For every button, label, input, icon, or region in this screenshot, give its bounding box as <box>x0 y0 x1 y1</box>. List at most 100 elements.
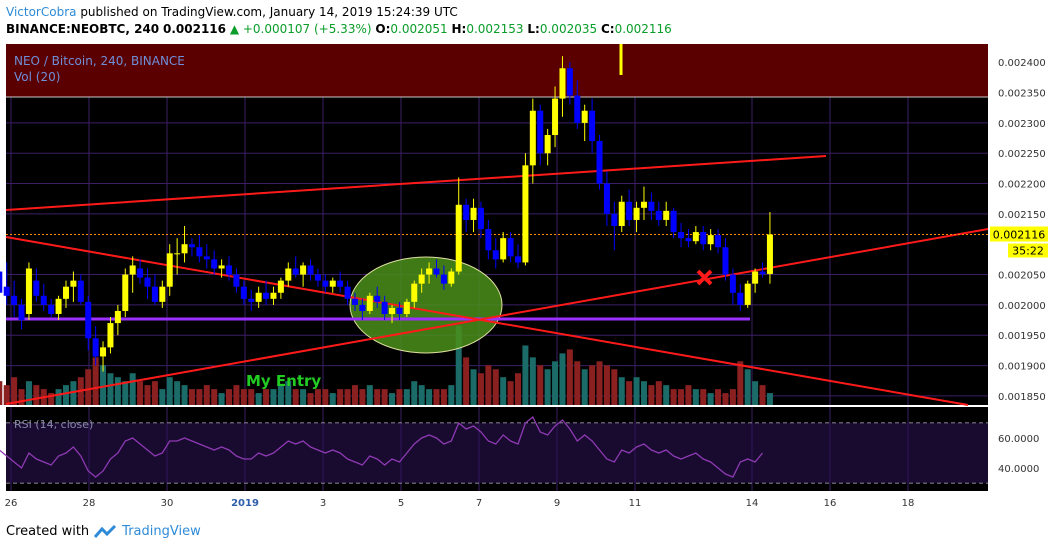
volume-bar <box>411 381 418 405</box>
high-value: 0.002153 <box>466 22 524 36</box>
volume-bar <box>248 389 255 405</box>
volume-bar <box>426 389 433 405</box>
volume-bar <box>366 385 373 405</box>
candle-body <box>596 141 603 184</box>
volume-bar <box>537 365 544 405</box>
volume-bar <box>389 393 396 405</box>
volume-bar <box>485 365 492 405</box>
ohlc-line: BINANCE:NEOBTC, 240 0.002116 ▲ +0.000107… <box>6 21 672 38</box>
volume-bar <box>381 389 388 405</box>
candle-body <box>181 244 188 254</box>
volume-bar <box>11 377 18 405</box>
volume-bars <box>0 325 773 405</box>
candle-body <box>188 244 195 248</box>
candles <box>0 56 773 372</box>
volume-bar <box>589 365 596 405</box>
last-price-tag: 0.002116 35:22 <box>990 226 1048 258</box>
candle-body <box>300 265 307 275</box>
volume-bar <box>92 357 99 405</box>
candle-body <box>211 259 218 269</box>
close-value: 0.002116 <box>614 22 672 36</box>
volume-bar <box>440 389 447 405</box>
volume-bar <box>448 385 455 405</box>
high-label: H: <box>451 22 467 36</box>
volume-bar <box>107 373 114 405</box>
candle-body <box>640 201 647 208</box>
candle-body <box>396 307 403 314</box>
volume-bar <box>403 389 410 405</box>
author-link[interactable]: VictorCobra <box>6 5 77 19</box>
volume-bar <box>307 393 314 405</box>
candle-body <box>611 213 618 227</box>
candle-body <box>263 292 270 299</box>
candle-body <box>62 286 69 299</box>
candle-body <box>522 165 529 263</box>
volume-bar <box>477 373 484 405</box>
time-tick-label: 3 <box>320 498 326 509</box>
candle-body <box>589 110 596 142</box>
volume-bar <box>314 389 321 405</box>
volume-bar <box>285 381 292 405</box>
price-chart[interactable]: My Entry NEO / Bitcoin, 240, BINANCE Vol… <box>0 44 1059 520</box>
volume-bar <box>737 361 744 405</box>
volume-bar <box>418 385 425 405</box>
time-tick-label: 11 <box>629 498 642 509</box>
volume-bar <box>722 393 729 405</box>
time-axis[interactable]: 26 28 30 2019 3 5 7 9 11 14 16 18 <box>5 498 915 509</box>
time-tick-label: 9 <box>554 498 560 509</box>
time-tick-label: 18 <box>902 498 915 509</box>
candle-body <box>477 207 484 230</box>
price-tick-label: 0.002300 <box>998 119 1046 130</box>
svg-text:35:22: 35:22 <box>1012 245 1044 258</box>
volume-bar <box>0 381 3 405</box>
candle-body <box>25 268 32 314</box>
candle-body <box>411 283 418 302</box>
candle-body <box>233 274 240 287</box>
entry-annotation: My Entry <box>246 372 321 390</box>
candle-body <box>248 298 255 302</box>
volume-bar <box>500 377 507 405</box>
volume-bar <box>70 381 77 405</box>
volume-bar <box>633 377 640 405</box>
candle-body <box>314 274 321 281</box>
volume-bar <box>137 381 144 405</box>
volume-bar <box>151 381 158 405</box>
candle-body <box>448 271 455 284</box>
volume-bar <box>655 381 662 405</box>
rsi-label: RSI (14, close) <box>14 418 93 431</box>
open-value: 0.002051 <box>390 22 448 36</box>
rsi-tick-label: 40.0000 <box>998 464 1039 475</box>
volume-bar <box>492 369 499 405</box>
volume-bar <box>18 389 25 405</box>
candle-body <box>626 201 633 220</box>
volume-bar <box>603 365 610 405</box>
volume-label: Vol (20) <box>14 70 60 84</box>
volume-bar <box>626 381 633 405</box>
candle-body <box>322 280 329 287</box>
price-axis[interactable]: 0.002116 35:22 0.002400 0.002350 0.002300 0… <box>988 44 1059 407</box>
volume-bar <box>463 357 470 405</box>
volume-bar <box>670 389 677 405</box>
candle-body <box>277 280 284 293</box>
candle-body <box>55 298 62 314</box>
volume-bar <box>522 345 529 405</box>
price-tick-label: 0.001950 <box>998 331 1046 342</box>
tradingview-brand-link[interactable]: TradingView <box>122 524 201 539</box>
candle-body <box>737 292 744 305</box>
volume-bar <box>203 385 210 405</box>
volume-bar <box>559 353 566 405</box>
price-tick-label: 0.002250 <box>998 149 1046 160</box>
volume-bar <box>611 369 618 405</box>
candle-body <box>240 286 247 299</box>
candle-body <box>285 268 292 281</box>
main-pane-bg <box>6 44 988 405</box>
volume-bar <box>233 385 240 405</box>
volume-bar <box>3 385 10 405</box>
volume-bar <box>574 361 581 405</box>
candle-body <box>144 277 151 287</box>
volume-bar <box>329 393 336 405</box>
candle-body <box>648 201 655 211</box>
time-tick-label: 5 <box>398 498 404 509</box>
candle-body <box>470 207 477 220</box>
svg-text:0.002116: 0.002116 <box>993 229 1046 242</box>
